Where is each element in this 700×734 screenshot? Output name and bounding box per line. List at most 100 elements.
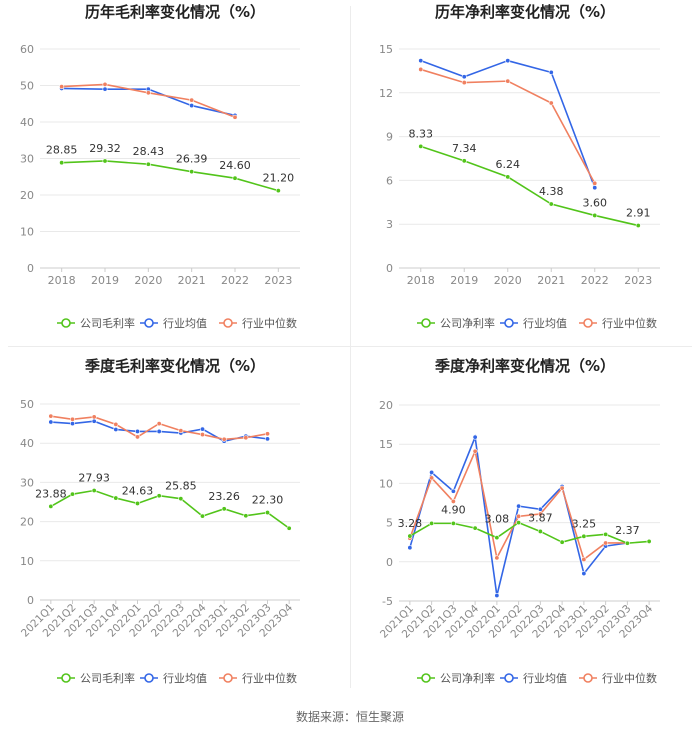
data-label: 23.26 <box>208 490 240 503</box>
data-point <box>461 158 467 164</box>
data-point <box>243 435 249 441</box>
data-point <box>178 496 184 502</box>
data-point <box>505 174 511 180</box>
data-point <box>156 421 162 427</box>
data-point <box>537 528 543 534</box>
data-point <box>70 421 76 427</box>
data-point <box>418 66 424 72</box>
data-point <box>232 114 238 120</box>
data-point <box>102 81 108 87</box>
y-tick-label: 30 <box>20 476 34 489</box>
data-point <box>472 434 478 440</box>
x-tick-label: 2018 <box>407 274 435 287</box>
legend-label: 行业中位数 <box>602 671 657 685</box>
data-point <box>113 495 119 501</box>
data-point <box>221 436 227 442</box>
data-point <box>429 475 435 481</box>
data-point <box>603 540 609 546</box>
x-tick-label: 2019 <box>450 274 478 287</box>
data-point <box>516 503 522 509</box>
data-point <box>516 520 522 526</box>
x-tick-label: 2020 <box>134 274 162 287</box>
x-tick-label: 2019 <box>91 274 119 287</box>
data-point <box>156 493 162 499</box>
data-point <box>200 432 206 438</box>
data-label: 22.30 <box>252 494 284 507</box>
data-point <box>548 100 554 106</box>
chart-panel-2: 历年净利率变化情况（%） 0 3 6 9 12 15 2018 2019 2020 2021 2022… <box>379 3 660 330</box>
legend-marker <box>583 673 593 683</box>
data-point <box>145 90 151 96</box>
legend-label: 公司净利率 <box>440 316 495 330</box>
legend-marker <box>61 673 71 683</box>
legend-marker <box>144 673 154 683</box>
data-label: 3.60 <box>583 196 608 209</box>
data-point <box>264 436 270 442</box>
data-point <box>516 513 522 519</box>
x-tick-label: 2022 <box>581 274 609 287</box>
legend-marker <box>223 318 233 328</box>
y-tick-label: 0 <box>27 594 34 607</box>
data-point <box>592 212 598 218</box>
data-point <box>275 188 281 194</box>
data-label: 24.60 <box>219 159 251 172</box>
vertical-divider <box>350 6 351 688</box>
data-point <box>59 84 65 90</box>
y-tick-label: -5 <box>382 595 393 608</box>
data-point <box>102 86 108 92</box>
data-point <box>102 158 108 164</box>
legend-label: 行业均值 <box>163 672 207 685</box>
data-point <box>592 185 598 191</box>
data-label: 24.63 <box>122 484 154 497</box>
data-point <box>264 431 270 437</box>
data-point <box>113 426 119 432</box>
data-point <box>494 535 500 541</box>
y-tick-label: 30 <box>20 153 34 166</box>
data-point <box>221 506 227 512</box>
data-point <box>189 97 195 103</box>
data-point <box>91 418 97 424</box>
legend-label: 行业中位数 <box>602 316 657 330</box>
data-point <box>91 414 97 420</box>
y-tick-label: 15 <box>379 438 393 451</box>
data-point <box>537 511 543 517</box>
legend-marker <box>144 318 154 328</box>
data-point <box>48 503 54 509</box>
data-point <box>407 545 413 551</box>
legend-label: 行业均值 <box>523 672 567 685</box>
data-point <box>450 520 456 526</box>
data-point <box>450 498 456 504</box>
y-tick-label: 60 <box>20 43 34 56</box>
legend-marker <box>61 318 71 328</box>
chart-panel-4: 季度净利率变化情况（%）-5051015202021Q12021Q22021Q3… <box>378 357 660 685</box>
data-point <box>494 593 500 599</box>
data-label: 6.24 <box>496 158 521 171</box>
data-point <box>407 533 413 539</box>
data-label: 26.39 <box>176 153 208 166</box>
data-point <box>429 469 435 475</box>
x-tick-label: 2023 <box>624 274 652 287</box>
chart-panel-3: 季度毛利率变化情况（%）010203040502021Q12021Q22021Q… <box>19 357 300 685</box>
series-line-industry-median <box>50 415 268 441</box>
data-point <box>494 555 500 561</box>
data-label: 28.85 <box>46 144 78 157</box>
y-tick-label: 10 <box>20 555 34 568</box>
data-point <box>70 491 76 497</box>
data-point <box>461 74 467 80</box>
data-label: 2.37 <box>615 524 640 537</box>
series-line-company <box>409 521 650 545</box>
chart-title: 季度净利率变化情况（%） <box>435 357 615 375</box>
data-point <box>48 419 54 425</box>
legend-label: 行业中位数 <box>242 671 297 685</box>
y-tick-label: 15 <box>379 43 393 56</box>
data-point <box>505 58 511 64</box>
legend-marker <box>421 318 431 328</box>
y-tick-label: 10 <box>20 226 34 239</box>
legend-label: 行业中位数 <box>242 316 297 330</box>
legend-marker <box>504 673 514 683</box>
data-point <box>264 510 270 516</box>
data-point <box>581 533 587 539</box>
legend-marker <box>421 673 431 683</box>
data-point <box>646 538 652 544</box>
data-point <box>156 428 162 434</box>
